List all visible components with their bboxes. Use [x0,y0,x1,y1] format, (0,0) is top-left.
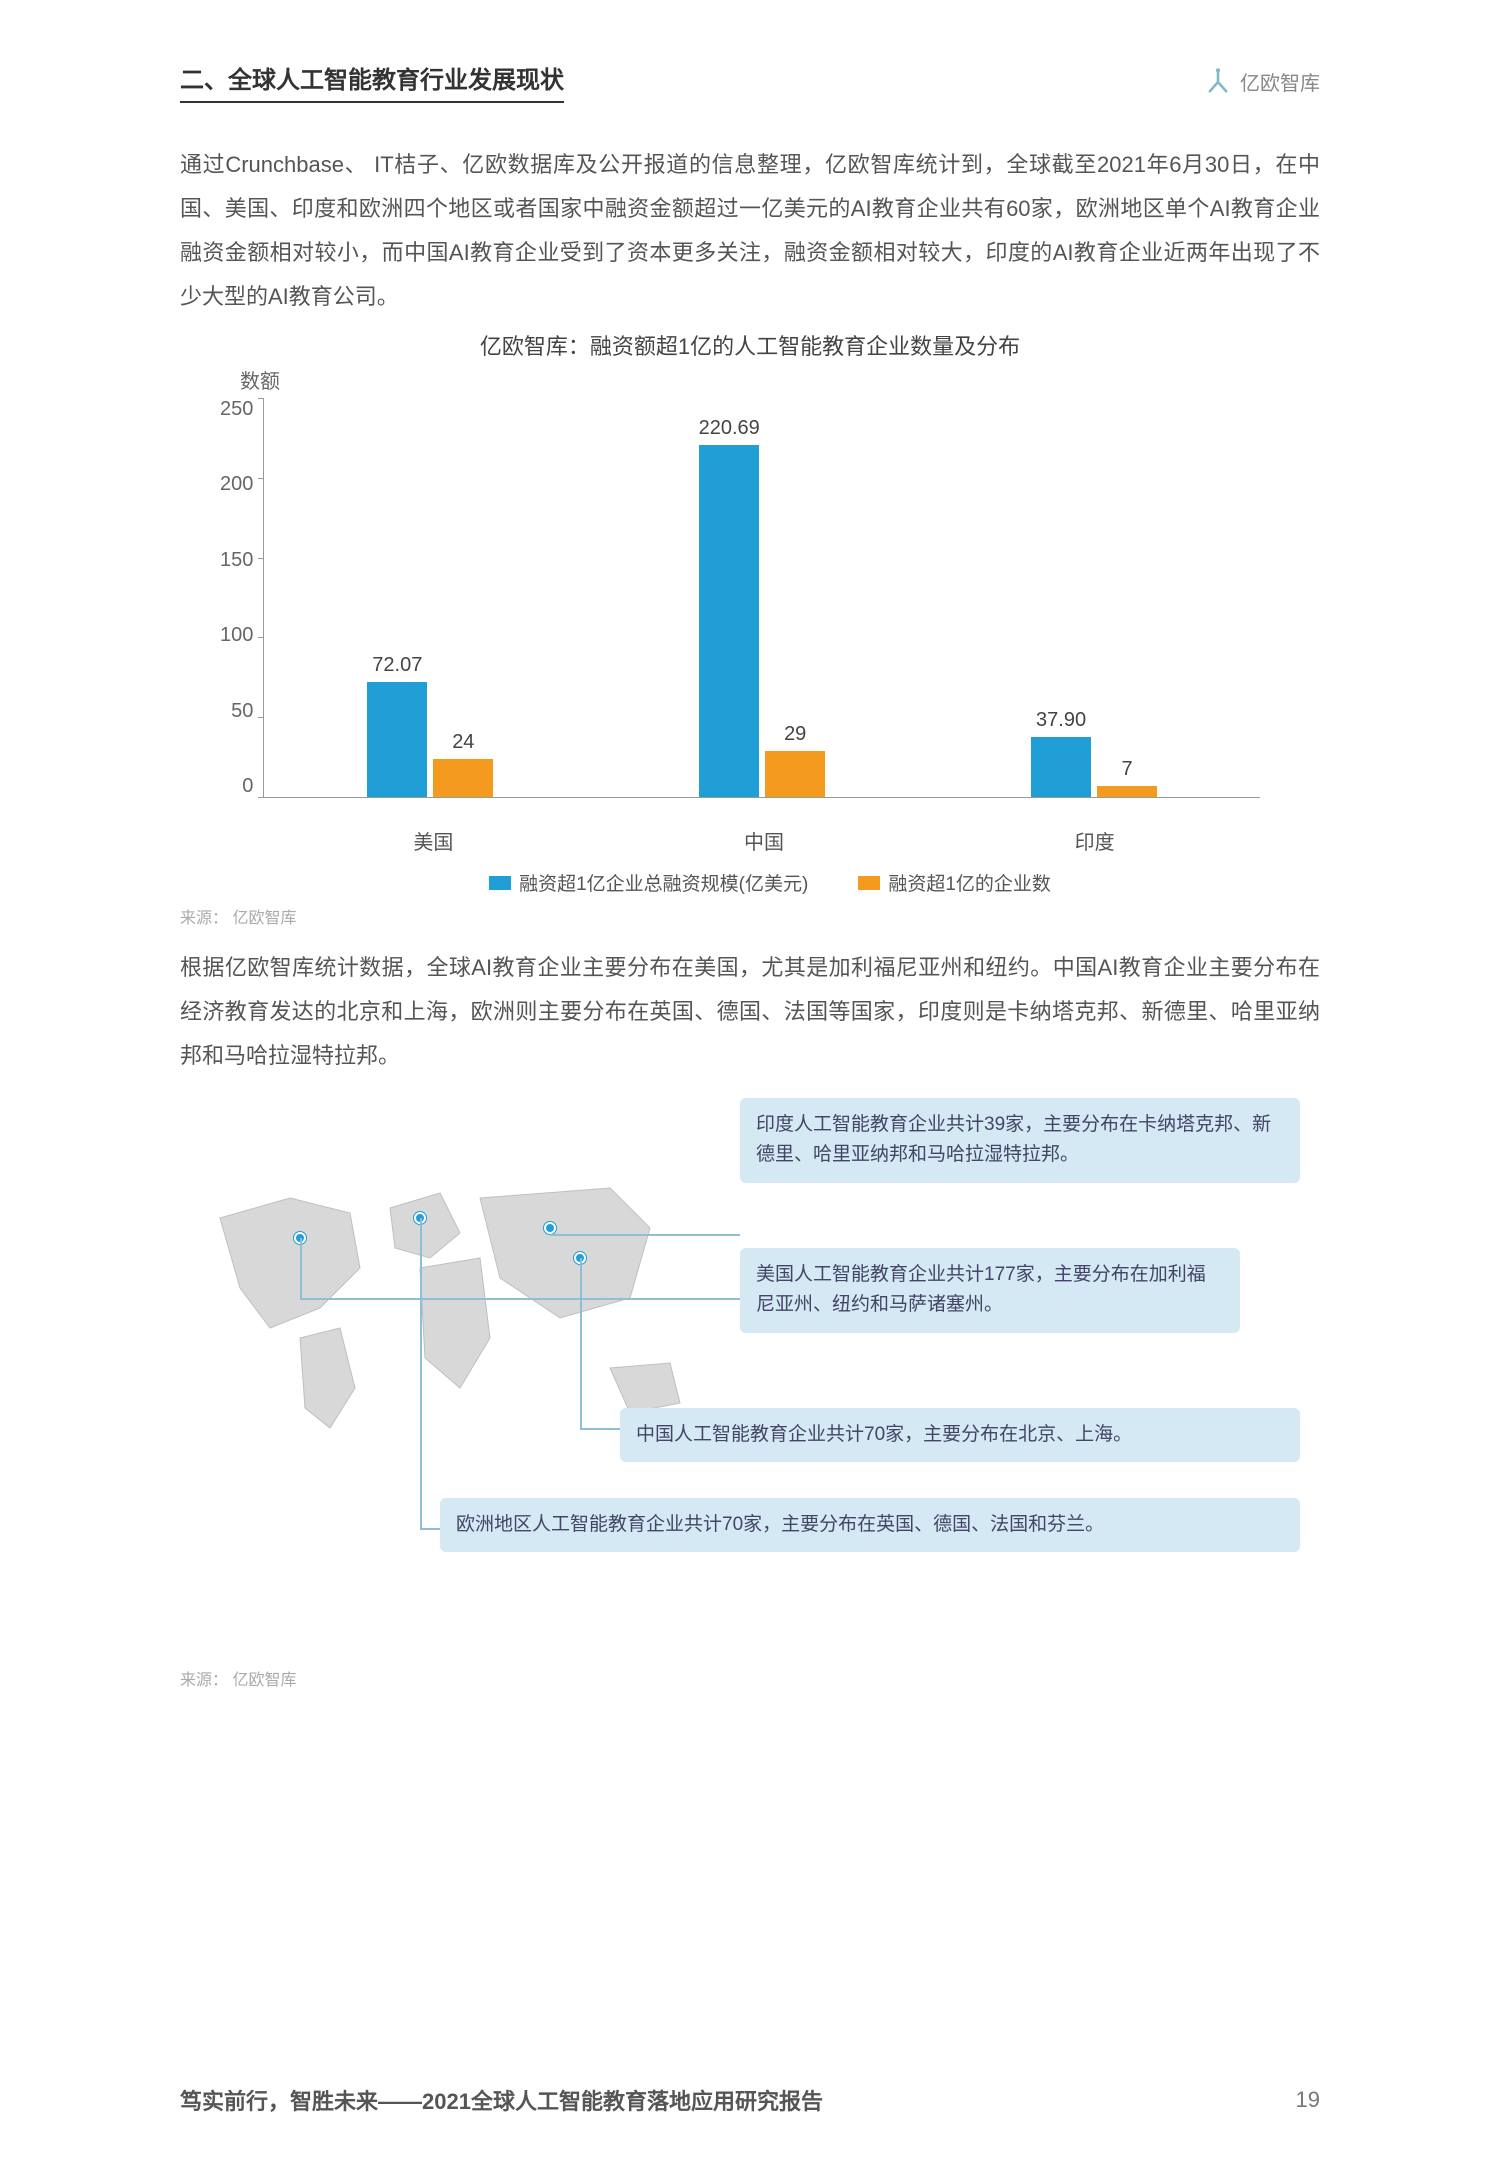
paragraph-1: 通过Crunchbase、 IT桔子、亿欧数据库及公开报道的信息整理，亿欧智库统… [180,143,1320,319]
x-axis-labels: 美国中国印度 [268,818,1260,855]
bar-value-label: 24 [452,731,474,754]
legend-swatch [858,876,880,890]
y-axis-label: 数额 [240,365,1320,394]
y-tick-label: 250 [220,398,253,421]
world-map-infographic: 印度人工智能教育企业共计39家，主要分布在卡纳塔克邦、新德里、哈里亚纳邦和马哈拉… [180,1098,1320,1658]
bar: 29 [765,751,825,797]
y-tick-label: 0 [242,775,253,798]
bar-value-label: 7 [1122,758,1133,781]
paragraph-2: 根据亿欧智库统计数据，全球AI教育企业主要分布在美国，尤其是加利福尼亚州和纽约。… [180,946,1320,1078]
bar-chart: 数额 250200150100500 72.0724220.692937.907… [220,365,1320,896]
section-title: 二、全球人工智能教育行业发展现状 [180,60,564,103]
connector-line [420,1528,440,1530]
map-callout-usa: 美国人工智能教育企业共计177家，主要分布在加利福尼亚州、纽约和马萨诸塞州。 [740,1248,1240,1333]
bar-value-label: 220.69 [699,417,760,440]
legend-item: 融资超1亿企业总融资规模(亿美元) [489,869,808,896]
footer-title-main: 2021全球人工智能教育落地应用研究报告 [422,2089,823,2114]
legend-label: 融资超1亿企业总融资规模(亿美元) [519,869,808,896]
connector-line [300,1298,740,1300]
bar-value-label: 37.90 [1036,709,1086,732]
chart-source: 来源： 亿欧智库 [180,904,1320,928]
y-axis-ticks: 250 200 150 100 50 0 [220,398,263,798]
map-callout-india: 印度人工智能教育企业共计39家，主要分布在卡纳塔克邦、新德里、哈里亚纳邦和马哈拉… [740,1098,1300,1183]
map-dot [544,1222,556,1234]
map-source: 来源： 亿欧智库 [180,1666,1320,1690]
connector-line [580,1258,582,1428]
map-callout-china: 中国人工智能教育企业共计70家，主要分布在北京、上海。 [620,1408,1300,1462]
bar-value-label: 29 [784,723,806,746]
bar: 220.69 [699,445,759,797]
x-tick-label: 美国 [268,818,599,855]
logo-icon [1204,68,1232,96]
header-row: 二、全球人工智能教育行业发展现状 亿欧智库 [180,60,1320,103]
bar: 72.07 [367,682,427,797]
connector-line [580,1428,620,1430]
map-callout-europe: 欧洲地区人工智能教育企业共计70家，主要分布在英国、德国、法国和芬兰。 [440,1498,1300,1552]
bar: 37.90 [1031,737,1091,797]
y-tick-label: 200 [220,473,253,496]
legend-item: 融资超1亿的企业数 [858,869,1051,896]
x-tick-label: 印度 [929,818,1260,855]
world-map-icon [180,1138,700,1438]
y-tick-label: 150 [220,549,253,572]
plot-area: 72.0724220.692937.907 [263,398,1260,798]
page-container: 二、全球人工智能教育行业发展现状 亿欧智库 通过Crunchbase、 IT桔子… [0,0,1500,2166]
bar: 24 [433,759,493,797]
x-tick-label: 中国 [599,818,930,855]
connector-line [550,1234,740,1236]
connector-line [300,1238,302,1298]
bar-value-label: 72.07 [372,654,422,677]
y-tick-label: 50 [231,700,253,723]
logo-text: 亿欧智库 [1240,67,1320,96]
bar-group: 220.6929 [596,398,928,797]
chart-legend: 融资超1亿企业总融资规模(亿美元) 融资超1亿的企业数 [220,869,1320,896]
footer-title-prefix: 笃实前行，智胜未来—— [180,2089,422,2114]
page-footer: 笃实前行，智胜未来——2021全球人工智能教育落地应用研究报告 19 [0,2084,1500,2116]
footer-title: 笃实前行，智胜未来——2021全球人工智能教育落地应用研究报告 [180,2084,823,2116]
chart-title: 亿欧智库：融资额超1亿的人工智能教育企业数量及分布 [180,329,1320,361]
y-tick-label: 100 [220,624,253,647]
legend-swatch [489,876,511,890]
bar-group: 72.0724 [264,398,596,797]
bar-group: 37.90 7 [928,398,1260,797]
brand-logo: 亿欧智库 [1204,67,1320,96]
connector-line [420,1218,422,1528]
legend-label: 融资超1亿的企业数 [888,869,1051,896]
bar: 7 [1097,786,1157,797]
page-number: 19 [1296,2087,1320,2113]
